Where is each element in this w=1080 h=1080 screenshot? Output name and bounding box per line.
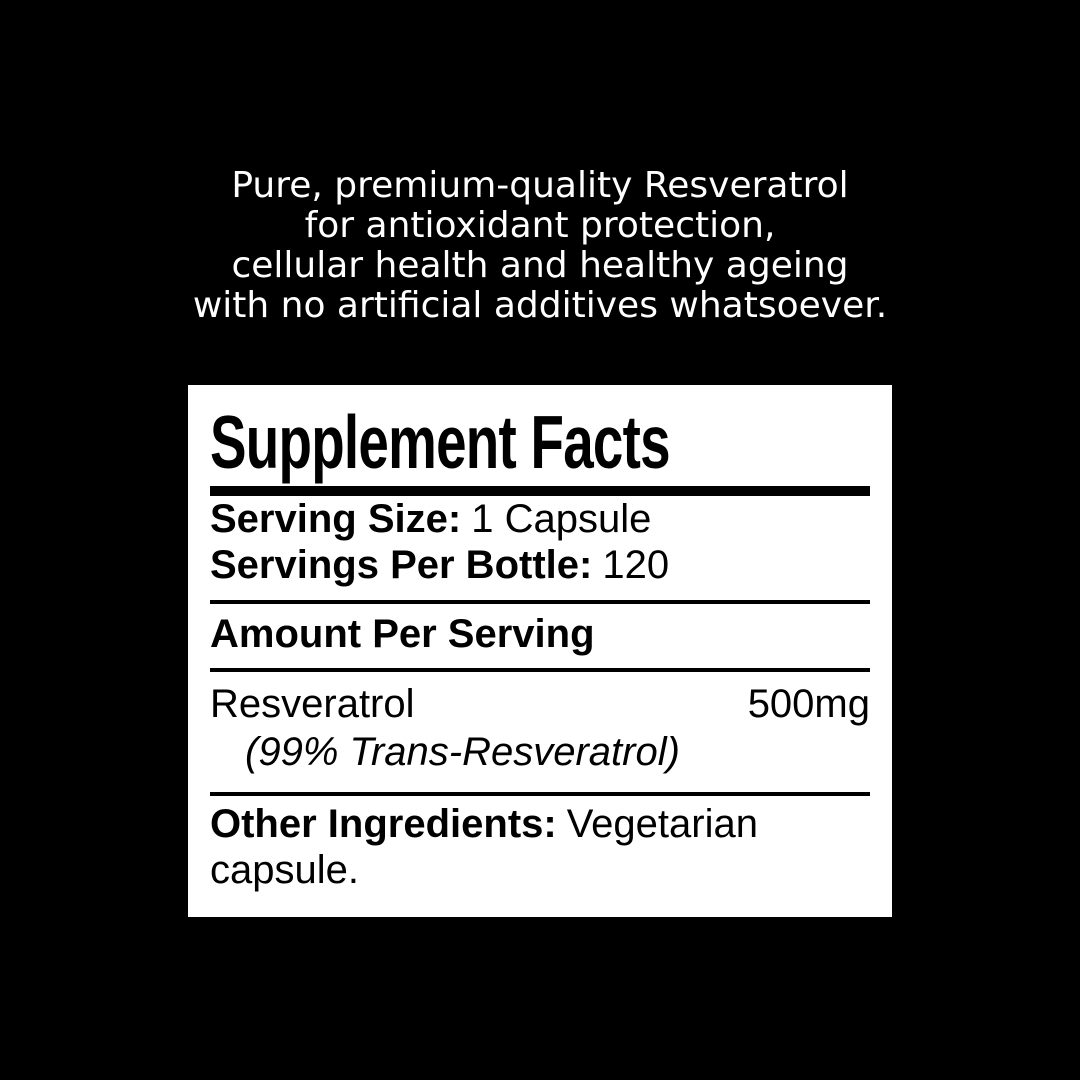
intro-line-4: with no artificial additives whatsoever.	[192, 285, 888, 326]
servings-per-bottle-row: Servings Per Bottle: 120	[210, 542, 870, 588]
supplement-facts-content: Supplement Facts Serving Size: 1 Capsule …	[188, 405, 892, 893]
divider-thick	[210, 486, 870, 496]
amount-per-serving-heading: Amount Per Serving	[210, 612, 595, 656]
serving-info-block: Serving Size: 1 Capsule Servings Per Bott…	[210, 496, 870, 588]
serving-size-value: 1 Capsule	[471, 497, 652, 541]
intro-text-block: Pure, premium-quality Resveratrol for an…	[0, 166, 1080, 326]
ingredient-detail: (99% Trans-Resveratrol)	[245, 730, 680, 774]
servings-per-bottle-value: 120	[602, 543, 670, 587]
intro-line-1: Pure, premium-quality Resveratrol	[231, 165, 849, 206]
intro-line-2: for antioxidant protection,	[304, 205, 776, 246]
supplement-facts-title: Supplement Facts	[210, 400, 671, 484]
divider-thin-1	[210, 600, 870, 604]
intro-line-3: cellular health and healthy ageing	[231, 245, 849, 286]
ingredient-row: Resveratrol 500mg	[210, 681, 870, 727]
other-ingredients-label: Other Ingredients:	[210, 802, 557, 846]
other-ingredients-value: Vegetarian capsule.	[210, 802, 758, 892]
divider-thin-3	[210, 792, 870, 796]
divider-thin-2	[210, 668, 870, 672]
serving-size-label: Serving Size:	[210, 497, 462, 541]
ingredient-amount: 500mg	[747, 682, 870, 726]
other-ingredients-row: Other Ingredients: Vegetarian capsule.	[210, 801, 870, 893]
serving-size-row: Serving Size: 1 Capsule	[210, 496, 870, 542]
ingredient-name: Resveratrol	[210, 682, 415, 726]
servings-per-bottle-label: Servings Per Bottle:	[210, 543, 593, 587]
supplement-facts-panel: Supplement Facts Serving Size: 1 Capsule …	[188, 385, 892, 917]
